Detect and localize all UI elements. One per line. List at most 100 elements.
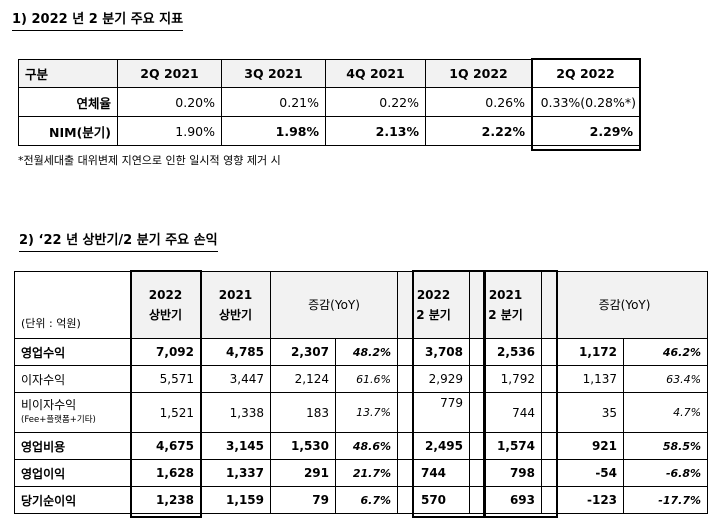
- table-cell: 3,708: [397, 338, 471, 366]
- table-cell: 63.4%: [623, 365, 709, 393]
- row-label: 이자수익: [14, 365, 131, 393]
- table-cell: 21.7%: [334, 459, 399, 487]
- table-cell: 2,124: [270, 365, 336, 393]
- table-row: 당기순이익 1,238 1,159 79 6.7% 570 693 -123 -…: [14, 486, 709, 514]
- table-cell: 1,521: [130, 392, 201, 433]
- table-cell: 183: [270, 392, 336, 433]
- pnl-table: (단위 : 억원) 2022 상반기 2021 상반기 증감(YoY) 2022 2 …: [14, 271, 709, 514]
- row-label-main: 비이자수익: [21, 397, 77, 412]
- header-cell: 증감(YoY): [269, 271, 399, 339]
- table-header-row: 구분 2Q 2021 3Q 2021 4Q 2021 1Q 2022 2Q 20…: [18, 59, 640, 88]
- table-cell: 35: [541, 392, 625, 433]
- table-cell: 46.2%: [623, 338, 709, 366]
- table-cell: 6.7%: [334, 486, 399, 514]
- table-cell: 0.26%: [425, 87, 532, 117]
- table-cell: 1.90%: [117, 116, 222, 146]
- header-year: 2021: [218, 288, 253, 302]
- section2-title: 2) ‘22 년 상반기/2 분기 주요 손익: [19, 229, 218, 252]
- table-cell: 291: [270, 459, 336, 487]
- unit-label: (단위 : 억원): [14, 271, 131, 339]
- table-cell: 1,338: [200, 392, 271, 433]
- table-cell: -54: [541, 459, 625, 487]
- table-row: NIM(분기) 1.90% 1.98% 2.13% 2.22% 2.29%: [18, 116, 640, 146]
- table-cell: 2.13%: [325, 116, 426, 146]
- row-label-sub: (Fee+플랫폼+기타): [21, 414, 96, 425]
- header-cell: 증감(YoY): [541, 271, 709, 339]
- key-indicators-table: 구분 2Q 2021 3Q 2021 4Q 2021 1Q 2022 2Q 20…: [18, 59, 640, 146]
- header-year: 2022: [148, 288, 183, 302]
- table-cell: 13.7%: [334, 392, 399, 433]
- table-cell: 0.22%: [325, 87, 426, 117]
- table-cell: 7,092: [130, 338, 201, 366]
- header-period: 2 분기: [416, 308, 451, 322]
- table-cell: 58.5%: [623, 432, 709, 460]
- table-cell: 1,574: [469, 432, 543, 460]
- table-cell: 1,172: [541, 338, 625, 366]
- table-cell: 693: [469, 486, 543, 514]
- table-cell: 79: [270, 486, 336, 514]
- header-cell: 2Q 2021: [117, 59, 222, 88]
- row-label: 영업비용: [14, 432, 131, 460]
- table-cell: 48.6%: [334, 432, 399, 460]
- table-row: 영업이익 1,628 1,337 291 21.7% 744 798 -54 -…: [14, 459, 709, 487]
- table-cell: -123: [541, 486, 625, 514]
- row-label: 연체율: [18, 87, 118, 117]
- table-row: 이자수익 5,571 3,447 2,124 61.6% 2,929 1,792…: [14, 365, 709, 393]
- table-cell: 2,929: [397, 365, 471, 393]
- table-cell: 2,495: [397, 432, 471, 460]
- table-cell: 4,675: [130, 432, 201, 460]
- header-cell: 구분: [18, 59, 118, 88]
- table-cell: 921: [541, 432, 625, 460]
- table-cell: 2,536: [469, 338, 543, 366]
- header-cell: 4Q 2021: [325, 59, 426, 88]
- table-cell: 1,628: [130, 459, 201, 487]
- table-cell: 744: [397, 459, 471, 487]
- header-period: 2 분기: [488, 308, 523, 322]
- header-period: 상반기: [218, 308, 253, 322]
- table-row: 비이자수익 (Fee+플랫폼+기타) 1,521 1,338 183 13.7% …: [14, 392, 709, 433]
- table-cell: 3,447: [200, 365, 271, 393]
- table-cell: 1,159: [200, 486, 271, 514]
- header-cell: 2022 2 분기: [397, 271, 471, 339]
- table-cell: 0.33%(0.28%*): [531, 87, 640, 117]
- table-cell: 1.98%: [221, 116, 326, 146]
- table-cell: 744: [469, 392, 543, 433]
- table-cell: 2,307: [270, 338, 336, 366]
- row-label: 비이자수익 (Fee+플랫폼+기타): [14, 392, 131, 433]
- table-cell: -6.8%: [623, 459, 709, 487]
- header-cell: 2Q 2022: [531, 59, 640, 88]
- table-cell: 2.29%: [531, 116, 640, 146]
- header-period: 상반기: [148, 308, 183, 322]
- table-cell: 1,792: [469, 365, 543, 393]
- header-year: 2021: [488, 288, 523, 302]
- table-cell: 1,337: [200, 459, 271, 487]
- table-row: 영업수익 7,092 4,785 2,307 48.2% 3,708 2,536…: [14, 338, 709, 366]
- row-label: 당기순이익: [14, 486, 131, 514]
- table-row: 영업비용 4,675 3,145 1,530 48.6% 2,495 1,574…: [14, 432, 709, 460]
- section1-title: 1) 2022 년 2 분기 주요 지표: [12, 8, 184, 31]
- table-cell: 3,145: [200, 432, 271, 460]
- row-label: 영업이익: [14, 459, 131, 487]
- header-cell: 2021 상반기: [200, 271, 271, 339]
- table-cell: 48.2%: [334, 338, 399, 366]
- footnote: *전월세대출 대위변제 지연으로 인한 일시적 영향 제거 시: [18, 154, 281, 167]
- table-cell: 4.7%: [623, 392, 709, 433]
- table-cell: 4,785: [200, 338, 271, 366]
- table-cell: 0.20%: [117, 87, 222, 117]
- table-cell: 1,530: [270, 432, 336, 460]
- table-cell: 779: [397, 392, 471, 433]
- table-row: 연체율 0.20% 0.21% 0.22% 0.26% 0.33%(0.28%*…: [18, 87, 640, 117]
- table-cell: 2.22%: [425, 116, 532, 146]
- table-cell: 1,238: [130, 486, 201, 514]
- header-year: 2022: [416, 288, 451, 302]
- header-cell: 2021 2 분기: [469, 271, 543, 339]
- table-cell: 5,571: [130, 365, 201, 393]
- row-label: NIM(분기): [18, 116, 118, 146]
- header-cell: 1Q 2022: [425, 59, 532, 88]
- header-cell: 2022 상반기: [130, 271, 201, 339]
- table-header-row: (단위 : 억원) 2022 상반기 2021 상반기 증감(YoY) 2022 2 …: [14, 271, 709, 339]
- header-cell: 3Q 2021: [221, 59, 326, 88]
- table-cell: 570: [397, 486, 471, 514]
- table-cell: 1,137: [541, 365, 625, 393]
- table-cell: 0.21%: [221, 87, 326, 117]
